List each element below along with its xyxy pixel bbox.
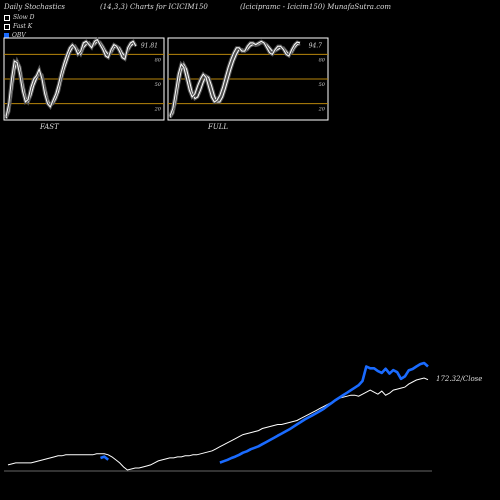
fast-stochastic-level-label-80: 80 xyxy=(155,57,162,63)
legend-label-obv: OBV xyxy=(12,32,26,39)
legend-item-fast-k: Fast K xyxy=(4,22,35,31)
full-stochastic-level-label-20: 20 xyxy=(318,107,326,113)
chart-header-center: (14,3,3) Charts for ICICIM150 xyxy=(100,3,208,11)
chart-header-right: (Icicipramc - Icicim150) MunafaSutra.com xyxy=(240,3,391,11)
legend-label-fast-k: Fast K xyxy=(13,23,33,30)
full-stochastic-title: FULL xyxy=(207,123,228,131)
full-stochastic-level-label-80: 80 xyxy=(319,57,326,63)
chart-legend: Slow D Fast K OBV xyxy=(4,13,35,40)
fast-stochastic-current-value: 91.81 xyxy=(141,43,158,50)
legend-item-slow-d: Slow D xyxy=(4,13,35,22)
close-price-line xyxy=(7,377,429,471)
full-stochastic-series-1-line xyxy=(169,40,301,117)
full-stochastic-current-value: 94.7 xyxy=(309,43,323,50)
fast-stochastic-title: FAST xyxy=(39,123,60,131)
legend-swatch-obv xyxy=(4,33,9,38)
full-stochastic-series-0-line xyxy=(169,42,301,118)
last-close-label: 172.32/Close xyxy=(436,375,482,383)
obv-line-segment-1 xyxy=(219,361,429,464)
legend-label-slow-d: Slow D xyxy=(13,14,35,21)
fast-stochastic-series-1-line xyxy=(5,38,137,117)
legend-swatch-slow-d xyxy=(4,14,10,21)
obv-line-segment-0 xyxy=(100,455,110,461)
full-stochastic-level-label-50: 50 xyxy=(319,82,326,88)
legend-item-obv: OBV xyxy=(4,31,35,40)
chart-header-left: Daily Stochastics xyxy=(4,3,66,11)
fast-stochastic-level-label-20: 20 xyxy=(154,107,162,113)
legend-swatch-fast-k xyxy=(4,23,10,30)
fast-stochastic-level-label-50: 50 xyxy=(155,82,162,88)
